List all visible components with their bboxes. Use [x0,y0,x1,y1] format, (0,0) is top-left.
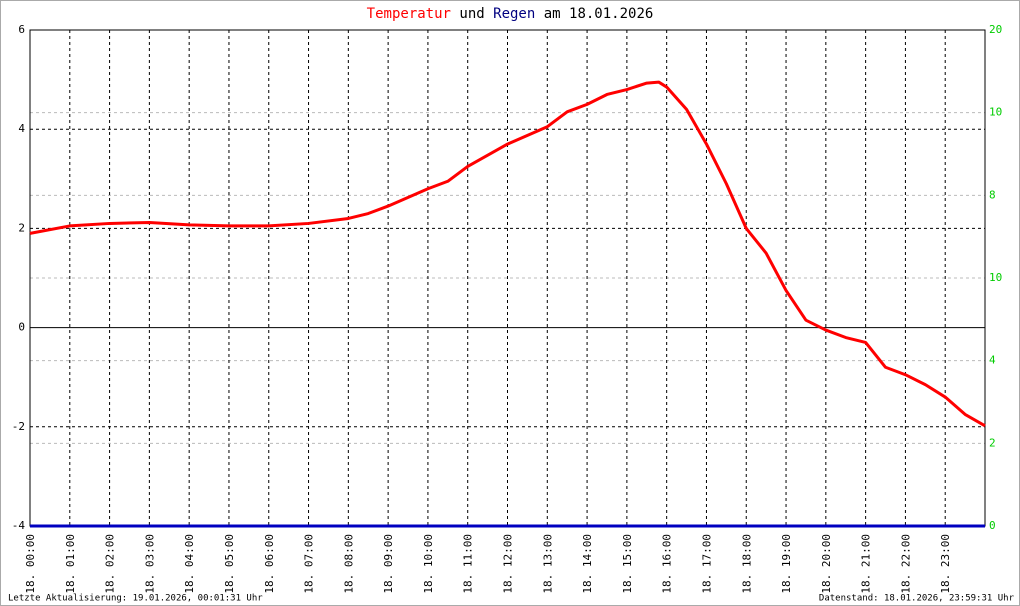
y2-tick-label: 0 [989,519,996,532]
x-tick-label: 18. 11:00 [462,534,475,594]
title-part: Temperatur [367,6,451,22]
y-tick-label: 0 [18,321,25,334]
footer-left: Letzte Aktualisierung: 19.01.2026, 00:01… [8,594,263,604]
title-part: am 18.01.2026 [544,6,654,22]
x-tick-label: 18. 07:00 [303,534,316,594]
y2-tick-label: 10 [989,106,1002,119]
y-tick-label: 6 [18,23,25,36]
series-line [29,80,986,428]
x-tick-label: 18. 01:00 [64,534,77,594]
x-tick-label: 18. 13:00 [541,534,554,594]
y2-tick-label: 4 [989,354,996,367]
x-tick-label: 18. 04:00 [183,534,196,594]
y2-tick-label: 10 [989,271,1002,284]
x-tick-label: 18. 12:00 [502,534,515,594]
x-tick-label: 18. 15:00 [621,534,634,594]
chart-title: Temperatur und Regen am 18.01.2026 [367,6,654,22]
y-tick-label: -2 [12,420,25,433]
title-part: und [459,6,484,22]
x-tick-label: 18. 08:00 [342,534,355,594]
x-tick-label: 18. 18:00 [740,534,753,594]
x-tick-label: 18. 23:00 [939,534,952,594]
x-tick-label: 18. 00:00 [24,534,37,594]
x-tick-label: 18. 05:00 [223,534,236,594]
y2-tick-label: 8 [989,188,996,201]
y-tick-label: 2 [18,221,25,234]
x-tick-label: 18. 22:00 [899,534,912,594]
y2-tick-label: 20 [989,23,1002,36]
x-tick-label: 18. 09:00 [382,534,395,594]
x-tick-label: 18. 17:00 [700,534,713,594]
footer-right: Datenstand: 18.01.2026, 23:59:31 Uhr [819,594,1015,604]
y-tick-label: -4 [12,519,26,532]
x-tick-label: 18. 19:00 [780,534,793,594]
y2-tick-label: 2 [989,436,996,449]
x-tick-label: 18. 16:00 [661,534,674,594]
x-tick-label: 18. 21:00 [860,534,873,594]
x-tick-label: 18. 06:00 [263,534,276,594]
y-tick-label: 4 [18,122,25,135]
x-tick-label: 18. 14:00 [581,534,594,594]
x-tick-label: 18. 02:00 [104,534,117,594]
x-tick-label: 18. 03:00 [143,534,156,594]
x-tick-label: 18. 10:00 [422,534,435,594]
x-tick-label: 18. 20:00 [820,534,833,594]
title-part: Regen [493,6,535,22]
